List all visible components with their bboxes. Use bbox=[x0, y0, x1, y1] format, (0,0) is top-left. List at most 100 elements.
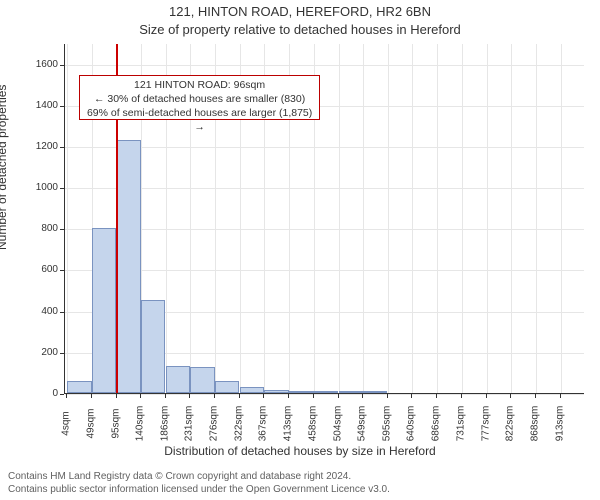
gridline-h bbox=[65, 65, 584, 66]
gridline-v bbox=[67, 44, 68, 393]
xtick-label: 913sqm bbox=[554, 404, 565, 444]
xtick-mark bbox=[313, 394, 314, 398]
xtick-label: 777sqm bbox=[480, 404, 491, 444]
xtick-label: 731sqm bbox=[455, 404, 466, 444]
histogram-bar bbox=[240, 387, 264, 393]
xtick-label: 868sqm bbox=[530, 404, 541, 444]
gridline-v bbox=[462, 44, 463, 393]
xtick-label: 140sqm bbox=[134, 404, 145, 444]
xtick-label: 4sqm bbox=[61, 404, 72, 444]
ytick-mark bbox=[60, 353, 64, 354]
ytick-label: 1600 bbox=[24, 59, 58, 70]
histogram-bar bbox=[67, 381, 91, 393]
xtick-mark bbox=[214, 394, 215, 398]
gridline-v bbox=[412, 44, 413, 393]
gridline-v bbox=[363, 44, 364, 393]
gridline-h bbox=[65, 229, 584, 230]
xtick-mark bbox=[362, 394, 363, 398]
xtick-label: 640sqm bbox=[406, 404, 417, 444]
xtick-label: 686sqm bbox=[431, 404, 442, 444]
histogram-bar bbox=[117, 140, 141, 393]
ytick-label: 600 bbox=[24, 264, 58, 275]
annotation-line: ← 30% of detached houses are smaller (83… bbox=[86, 92, 313, 106]
xtick-mark bbox=[411, 394, 412, 398]
chart-plot-area: 121 HINTON ROAD: 96sqm← 30% of detached … bbox=[64, 44, 584, 394]
xtick-label: 822sqm bbox=[505, 404, 516, 444]
xtick-mark bbox=[140, 394, 141, 398]
xtick-mark bbox=[189, 394, 190, 398]
xtick-mark bbox=[66, 394, 67, 398]
gridline-v bbox=[487, 44, 488, 393]
ytick-mark bbox=[60, 229, 64, 230]
xtick-mark bbox=[239, 394, 240, 398]
xtick-mark bbox=[91, 394, 92, 398]
xtick-mark bbox=[461, 394, 462, 398]
xtick-label: 504sqm bbox=[332, 404, 343, 444]
gridline-v bbox=[561, 44, 562, 393]
ytick-mark bbox=[60, 188, 64, 189]
xtick-mark bbox=[116, 394, 117, 398]
xtick-mark bbox=[510, 394, 511, 398]
y-axis-label: Number of detached properties bbox=[0, 85, 9, 250]
histogram-bar bbox=[289, 391, 313, 393]
xtick-mark bbox=[263, 394, 264, 398]
annotation-line: 121 HINTON ROAD: 96sqm bbox=[86, 78, 313, 92]
histogram-bar bbox=[339, 391, 363, 393]
xtick-mark bbox=[436, 394, 437, 398]
xtick-mark bbox=[288, 394, 289, 398]
xtick-label: 231sqm bbox=[184, 404, 195, 444]
xtick-label: 95sqm bbox=[110, 404, 121, 444]
gridline-v bbox=[536, 44, 537, 393]
histogram-bar bbox=[314, 391, 338, 393]
gridline-h bbox=[65, 188, 584, 189]
ytick-label: 800 bbox=[24, 223, 58, 234]
gridline-v bbox=[339, 44, 340, 393]
xtick-label: 49sqm bbox=[85, 404, 96, 444]
annotation-line: 69% of semi-detached houses are larger (… bbox=[86, 106, 313, 134]
ytick-label: 1200 bbox=[24, 141, 58, 152]
footer-line-1: Contains HM Land Registry data © Crown c… bbox=[8, 471, 390, 484]
xtick-mark bbox=[535, 394, 536, 398]
ytick-label: 200 bbox=[24, 347, 58, 358]
ytick-label: 400 bbox=[24, 306, 58, 317]
histogram-bar bbox=[92, 228, 116, 393]
histogram-bar bbox=[190, 367, 214, 393]
gridline-v bbox=[388, 44, 389, 393]
histogram-bar bbox=[363, 391, 387, 393]
ytick-mark bbox=[60, 65, 64, 66]
xtick-label: 549sqm bbox=[356, 404, 367, 444]
ytick-mark bbox=[60, 312, 64, 313]
gridline-h bbox=[65, 394, 584, 395]
xtick-mark bbox=[387, 394, 388, 398]
ytick-mark bbox=[60, 270, 64, 271]
gridline-v bbox=[511, 44, 512, 393]
ytick-mark bbox=[60, 394, 64, 395]
xtick-label: 413sqm bbox=[283, 404, 294, 444]
ytick-label: 1000 bbox=[24, 182, 58, 193]
xtick-label: 322sqm bbox=[233, 404, 244, 444]
footer-line-2: Contains public sector information licen… bbox=[8, 484, 390, 497]
gridline-h bbox=[65, 147, 584, 148]
xtick-label: 367sqm bbox=[258, 404, 269, 444]
histogram-bar bbox=[215, 381, 239, 393]
footer-attribution: Contains HM Land Registry data © Crown c… bbox=[8, 471, 390, 496]
histogram-bar bbox=[141, 300, 165, 393]
xtick-mark bbox=[165, 394, 166, 398]
gridline-h bbox=[65, 270, 584, 271]
xtick-mark bbox=[486, 394, 487, 398]
x-axis-label: Distribution of detached houses by size … bbox=[0, 444, 600, 458]
xtick-mark bbox=[560, 394, 561, 398]
xtick-mark bbox=[338, 394, 339, 398]
title-address: 121, HINTON ROAD, HEREFORD, HR2 6BN bbox=[0, 4, 600, 19]
ytick-mark bbox=[60, 106, 64, 107]
ytick-mark bbox=[60, 147, 64, 148]
gridline-v bbox=[437, 44, 438, 393]
title-subtitle: Size of property relative to detached ho… bbox=[0, 22, 600, 37]
ytick-label: 0 bbox=[24, 388, 58, 399]
annotation-box: 121 HINTON ROAD: 96sqm← 30% of detached … bbox=[79, 75, 320, 120]
xtick-label: 595sqm bbox=[381, 404, 392, 444]
histogram-bar bbox=[166, 366, 190, 393]
xtick-label: 186sqm bbox=[159, 404, 170, 444]
xtick-label: 276sqm bbox=[208, 404, 219, 444]
histogram-bar bbox=[264, 390, 288, 393]
